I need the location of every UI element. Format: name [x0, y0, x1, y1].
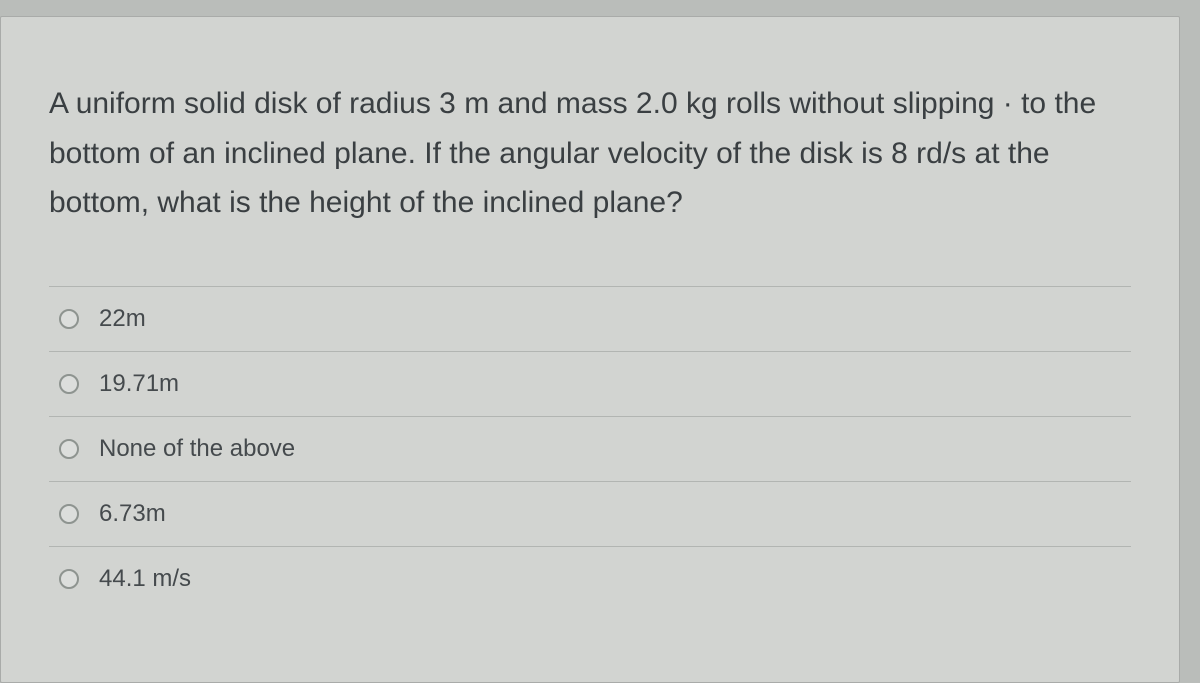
- option-label: 6.73m: [99, 500, 166, 528]
- option-row[interactable]: 6.73m: [49, 481, 1131, 546]
- question-text: A uniform solid disk of radius 3 m and m…: [49, 79, 1131, 228]
- option-row[interactable]: 19.71m: [49, 351, 1131, 416]
- page-frame: A uniform solid disk of radius 3 m and m…: [0, 0, 1200, 683]
- option-label: 44.1 m/s: [99, 565, 191, 593]
- option-label: 22m: [99, 305, 146, 333]
- radio-icon[interactable]: [59, 439, 79, 459]
- option-row[interactable]: 44.1 m/s: [49, 546, 1131, 611]
- radio-icon[interactable]: [59, 569, 79, 589]
- option-row[interactable]: 22m: [49, 286, 1131, 351]
- option-label: None of the above: [99, 435, 295, 463]
- option-label: 19.71m: [99, 370, 179, 398]
- option-row[interactable]: None of the above: [49, 416, 1131, 481]
- radio-icon[interactable]: [59, 374, 79, 394]
- options-list: 22m 19.71m None of the above 6.73m 44.1 …: [49, 286, 1131, 611]
- question-card: A uniform solid disk of radius 3 m and m…: [0, 16, 1180, 683]
- radio-icon[interactable]: [59, 504, 79, 524]
- radio-icon[interactable]: [59, 309, 79, 329]
